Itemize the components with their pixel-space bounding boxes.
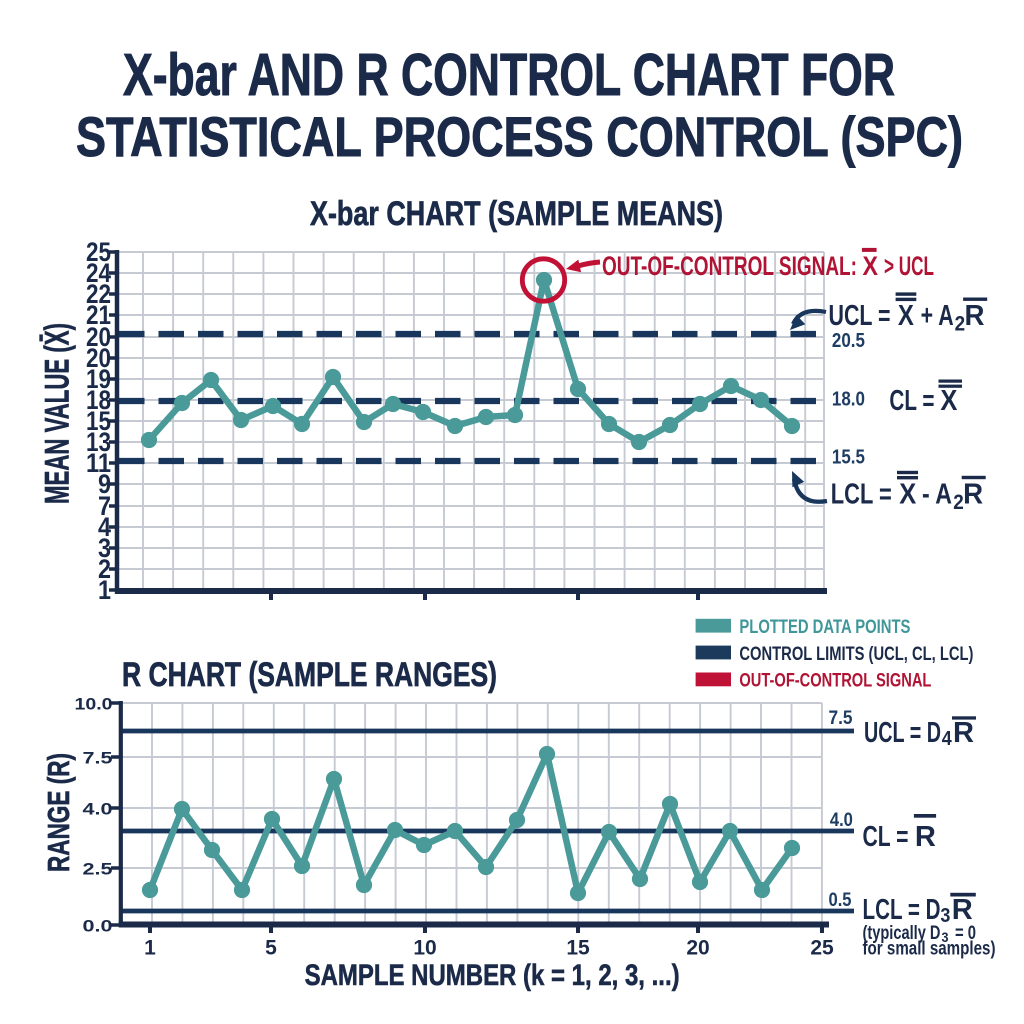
svg-text:X-bar CHART (SAMPLE MEANS): X-bar CHART (SAMPLE MEANS) [310,195,723,233]
svg-text:20: 20 [686,937,709,960]
svg-text:X: X [863,251,879,281]
svg-text:7.5: 7.5 [83,749,113,768]
svg-text:4.0: 4.0 [83,800,113,819]
svg-text:R: R [953,717,974,749]
svg-text:20: 20 [86,343,111,373]
svg-text:CL =: CL = [863,821,909,853]
svg-text:X: X [898,300,915,332]
svg-text:3: 3 [942,929,949,945]
svg-text:0.0: 0.0 [83,917,113,936]
svg-text:20: 20 [86,322,111,352]
svg-text:2: 2 [953,491,964,514]
svg-text:PLOTTED DATA POINTS: PLOTTED DATA POINTS [739,617,910,638]
svg-text:X: X [899,479,917,511]
svg-text:13: 13 [86,427,111,457]
svg-text:1: 1 [144,937,156,960]
svg-text:R CHART (SAMPLE RANGES): R CHART (SAMPLE RANGES) [122,656,497,694]
svg-text:4: 4 [942,728,953,750]
svg-text:+ A: + A [921,300,954,332]
svg-text:3: 3 [940,905,950,927]
svg-text:R: R [963,479,983,511]
svg-text:10.0: 10.0 [75,695,113,714]
svg-text:CONTROL LIMITS (UCL, CL, LCL): CONTROL LIMITS (UCL, CL, LCL) [739,644,973,665]
svg-text:18.0: 18.0 [832,389,865,411]
svg-text:7.5: 7.5 [829,708,853,729]
svg-text:OUT-OF-CONTROL SIGNAL:: OUT-OF-CONTROL SIGNAL: [602,251,857,281]
svg-text:0.5: 0.5 [829,890,852,911]
svg-text:X: X [940,385,958,417]
svg-text:2: 2 [98,554,111,584]
svg-text:LCL =: LCL = [831,479,892,511]
svg-text:R: R [915,821,936,853]
svg-text:21: 21 [86,300,111,330]
svg-text:R: R [965,300,985,332]
svg-text:UCL = D: UCL = D [864,717,941,749]
svg-text:15.5: 15.5 [832,447,865,469]
svg-text:4.0: 4.0 [830,810,853,831]
svg-text:2.5: 2.5 [83,860,113,879]
svg-text:MEAN VALUE (X̄): MEAN VALUE (X̄) [39,323,77,504]
svg-text:9: 9 [98,469,111,499]
svg-text:RANGE (R): RANGE (R) [41,753,76,872]
svg-text:X-bar AND R CONTROL CHART FOR: X-bar AND R CONTROL CHART FOR [123,42,895,108]
svg-text:3: 3 [98,533,111,563]
svg-text:22: 22 [86,279,111,309]
svg-text:UCL =: UCL = [829,300,891,332]
svg-text:R: R [952,894,973,926]
svg-text:= 0: = 0 [955,923,976,944]
svg-text:25: 25 [810,937,834,960]
svg-text:19: 19 [86,364,111,394]
svg-text:2: 2 [955,313,966,336]
svg-text:OUT-OF-CONTROL SIGNAL: OUT-OF-CONTROL SIGNAL [739,671,931,692]
svg-text:STATISTICAL PROCESS CONTROL (S: STATISTICAL PROCESS CONTROL (SPC) [76,105,963,168]
svg-text:LCL = D: LCL = D [863,894,941,926]
svg-text:15: 15 [566,937,590,960]
svg-text:SAMPLE NUMBER (k = 1, 2, 3, ..: SAMPLE NUMBER (k = 1, 2, 3, ...) [305,959,680,992]
svg-text:20.5: 20.5 [832,330,865,352]
svg-text:> UCL: > UCL [884,251,934,281]
svg-text:24: 24 [86,258,111,288]
svg-text:7: 7 [98,491,111,521]
svg-text:- A: - A [922,479,952,511]
svg-text:11: 11 [86,448,111,478]
svg-text:(typically D: (typically D [863,923,941,944]
svg-text:25: 25 [86,237,111,267]
svg-text:18: 18 [86,385,111,415]
svg-text:CL =: CL = [889,385,934,417]
svg-text:15: 15 [86,406,111,436]
svg-text:1: 1 [98,575,111,605]
svg-text:4: 4 [98,512,111,542]
svg-text:for small samples): for small samples) [863,939,996,960]
svg-text:10: 10 [413,937,436,960]
svg-text:5: 5 [265,937,277,960]
